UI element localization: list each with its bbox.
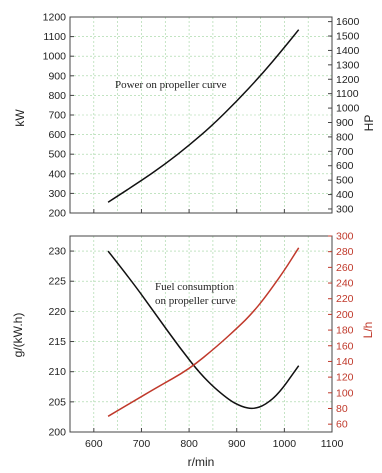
right-tick-label: 280 [336, 246, 354, 258]
power-curve-annotation: Power on propeller curve [115, 79, 227, 91]
left-tick-label: 210 [48, 366, 66, 378]
left-tick-label: 1100 [43, 31, 66, 43]
x-tick-label: 1000 [273, 438, 297, 450]
left-tick-label: 400 [48, 168, 66, 180]
right-tick-label: 800 [336, 131, 354, 143]
right-tick-label: 1300 [336, 59, 360, 71]
x-tick-label: 600 [85, 438, 103, 450]
series-line-left-axis [107, 250, 300, 410]
left-tick-label: 300 [48, 188, 66, 200]
right-tick-label: 180 [336, 325, 354, 337]
right-tick-label: 160 [336, 340, 354, 352]
left-tick-label: 500 [48, 149, 66, 161]
left-tick-label: 1000 [43, 51, 67, 63]
right-tick-label: 120 [336, 372, 354, 384]
left-tick-label: 800 [48, 90, 66, 102]
right-tick-label: 1400 [336, 45, 360, 57]
fuel-curve-annotation-line2: on propeller curve [155, 295, 236, 307]
right-tick-label: 600 [336, 160, 354, 172]
left-tick-label: 220 [48, 306, 66, 318]
x-tick-label: 700 [133, 438, 151, 450]
left-tick-label: 1200 [43, 12, 67, 24]
right-tick-label: 80 [336, 403, 348, 415]
series-line-left-axis [107, 29, 300, 203]
x-tick-label: 900 [228, 438, 246, 450]
left-axis-title: g/(kW.h) [11, 313, 25, 358]
plot-frame [69, 235, 333, 433]
right-tick-label: 300 [336, 203, 354, 215]
left-tick-label: 225 [48, 276, 66, 288]
right-tick-label: 1200 [336, 74, 360, 86]
left-tick-label: 600 [48, 129, 66, 141]
series-line-right-axis [107, 247, 300, 417]
right-tick-label: 500 [336, 175, 354, 187]
fuel-panel: 200 205 210 215 220 225 230 60 80 100 120 140 160 180… [11, 231, 375, 470]
left-tick-label: 200 [48, 427, 66, 439]
right-axis-title: L/h [361, 322, 375, 339]
right-tick-label: 1000 [336, 103, 360, 115]
fuel-curve-annotation-line1: Fuel consumption [155, 281, 235, 293]
right-tick-label: 1600 [336, 16, 360, 28]
right-tick-label: 260 [336, 262, 354, 274]
left-tick-label: 200 [48, 208, 66, 220]
right-tick-label: 900 [336, 117, 354, 129]
left-axis-title: kW [13, 109, 27, 127]
right-tick-label: 220 [336, 293, 354, 305]
left-tick-label: 230 [48, 246, 66, 258]
x-tick-label: 1100 [321, 438, 344, 450]
right-tick-label: 700 [336, 146, 354, 158]
right-tick-label: 1100 [336, 88, 359, 100]
right-tick-label: 60 [336, 419, 348, 431]
plot-frame [69, 16, 333, 214]
right-tick-label: 240 [336, 278, 354, 290]
x-tick-label: 800 [180, 438, 198, 450]
right-tick-label: 140 [336, 356, 354, 368]
right-axis-title: HP [362, 115, 376, 132]
left-tick-label: 205 [48, 396, 66, 408]
right-tick-label: 400 [336, 189, 354, 201]
left-tick-label: 215 [48, 336, 66, 348]
left-tick-label: 900 [48, 70, 66, 82]
right-tick-label: 300 [336, 231, 354, 243]
power-panel: 200 300 400 500 600 700 800 900 1000 1100 1200 300 4… [13, 12, 376, 220]
right-tick-label: 200 [336, 309, 354, 321]
right-tick-label: 100 [336, 387, 354, 399]
left-tick-label: 700 [48, 110, 66, 122]
right-tick-label: 1500 [336, 31, 360, 43]
x-axis-title: r/min [188, 455, 215, 469]
